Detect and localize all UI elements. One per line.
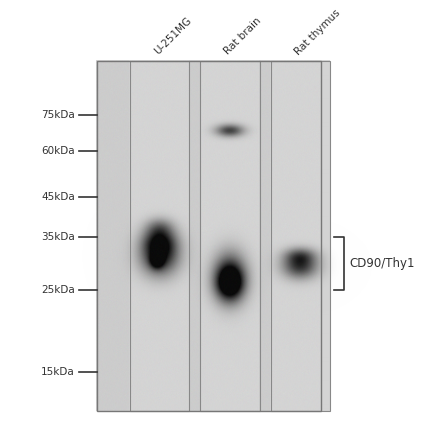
Text: 60kDa: 60kDa xyxy=(41,146,75,156)
Text: 35kDa: 35kDa xyxy=(41,232,75,242)
Text: 15kDa: 15kDa xyxy=(41,366,75,377)
Bar xyxy=(271,61,330,411)
Bar xyxy=(130,61,189,411)
Text: U-251MG: U-251MG xyxy=(152,16,194,57)
Text: 45kDa: 45kDa xyxy=(41,192,75,202)
Bar xyxy=(200,61,260,411)
Text: Rat thymus: Rat thymus xyxy=(293,7,343,57)
Text: Rat brain: Rat brain xyxy=(223,16,264,57)
Bar xyxy=(97,61,321,411)
Text: 25kDa: 25kDa xyxy=(41,285,75,295)
Text: 75kDa: 75kDa xyxy=(41,110,75,120)
Text: CD90/Thy1: CD90/Thy1 xyxy=(349,257,415,270)
